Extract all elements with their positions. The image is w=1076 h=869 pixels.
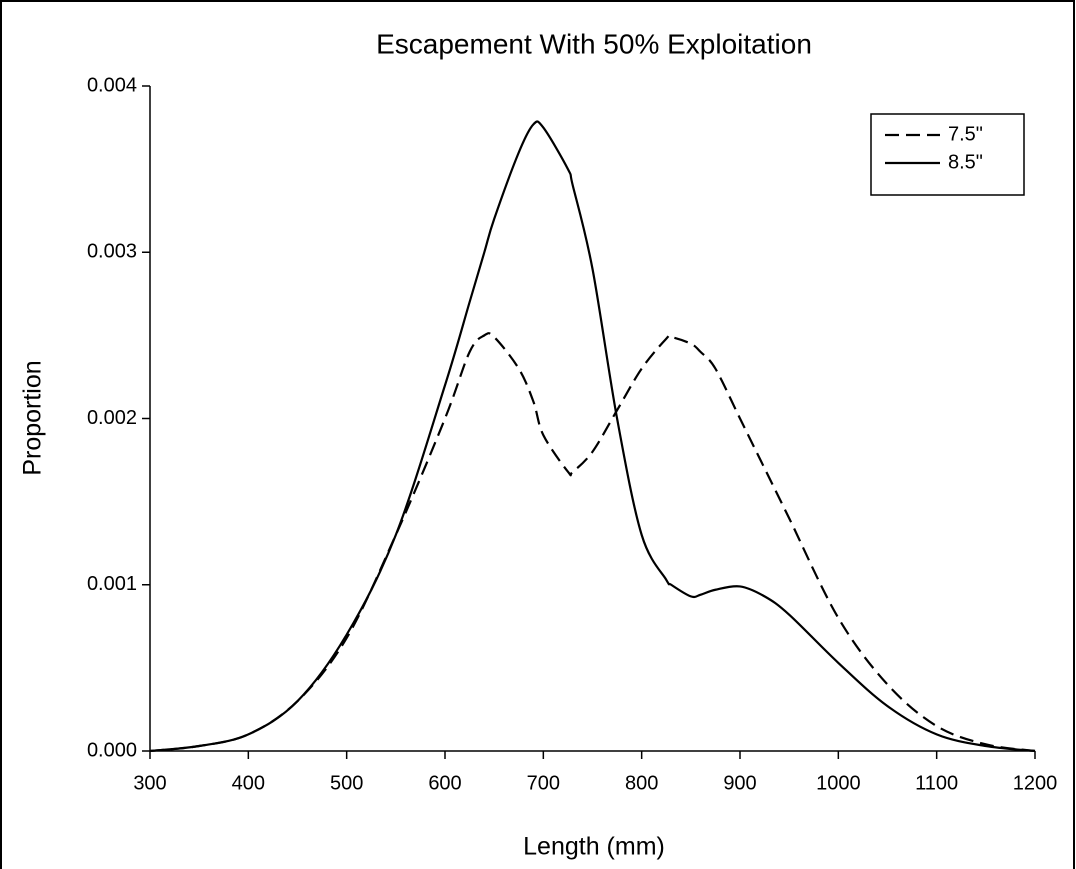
legend-label: 7.5" [948, 123, 983, 145]
legend-box [870, 113, 1025, 196]
x-tick-label: 1100 [915, 772, 958, 794]
x-axis-label: Length (mm) [523, 833, 665, 861]
y-tick-label: 0.003 [87, 241, 137, 263]
y-axis-label: Proportion [19, 360, 47, 475]
legend-label: 8.5" [948, 151, 983, 173]
line-series [149, 120, 1036, 753]
y-tick-label: 0.004 [87, 74, 137, 96]
x-tick-label: 1000 [816, 772, 861, 794]
x-tick-label: 500 [330, 772, 363, 794]
x-tick-label: 600 [428, 772, 461, 794]
chart-title: Escapement With 50% Exploitation [376, 28, 812, 59]
x-tick-label: 800 [625, 772, 658, 794]
y-tick-label: 0.000 [87, 739, 137, 761]
x-tick-label: 900 [723, 772, 756, 794]
x-tick-label: 400 [232, 772, 265, 794]
y-tick-label: 0.002 [87, 407, 137, 429]
y-tick-label: 0.001 [87, 573, 137, 595]
x-tick-label: 300 [133, 772, 166, 794]
line-series [149, 332, 1036, 753]
x-tick-label: 700 [527, 772, 560, 794]
x-tick-label: 1200 [1013, 772, 1058, 794]
